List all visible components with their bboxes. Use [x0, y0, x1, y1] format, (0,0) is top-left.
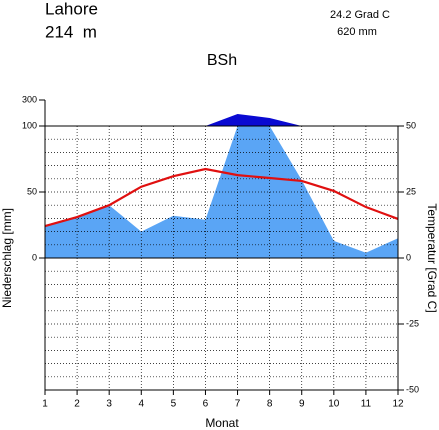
x-tick-label: 11 [361, 399, 372, 410]
y-axis-label: Niederschlag [mm] [0, 208, 14, 308]
x-tick-label: 12 [392, 399, 404, 410]
chart-title: BSh [207, 52, 237, 69]
y-tick-label: 300 [22, 94, 37, 104]
y2-axis-label: Temperatur [Grad C] [425, 203, 439, 312]
x-tick-label: 3 [106, 399, 112, 410]
x-tick-label: 6 [203, 399, 209, 410]
x-tick-label: 9 [299, 399, 305, 410]
y-tick-label: 0 [32, 252, 37, 262]
y2-tick-label: -25 [406, 318, 419, 328]
y2-tick-label: 25 [406, 186, 416, 196]
y-tick-label: 100 [22, 120, 37, 130]
annual-precipitation: 620 mm [337, 26, 377, 38]
y2-tick-label: 0 [406, 252, 411, 262]
precipitation-area [45, 126, 398, 258]
x-tick-label: 2 [74, 399, 80, 410]
y2-tick-label: -50 [406, 384, 419, 394]
x-tick-label: 10 [328, 399, 340, 410]
x-tick-label: 8 [267, 399, 273, 410]
x-axis-label: Monat [205, 416, 239, 430]
x-tick-label: 1 [42, 399, 48, 410]
y2-tick-label: 50 [406, 120, 416, 130]
temperature-line [44, 167, 399, 228]
station: Lahore [45, 0, 98, 18]
mean-temperature: 24.2 Grad C [330, 9, 390, 21]
precipitation-excess [45, 114, 398, 126]
x-tick-label: 4 [138, 399, 144, 410]
y-tick-label: 50 [27, 186, 37, 196]
x-tick-label: 5 [171, 399, 177, 410]
x-tick-label: 7 [235, 399, 241, 410]
elevation: 214 m [45, 22, 97, 41]
